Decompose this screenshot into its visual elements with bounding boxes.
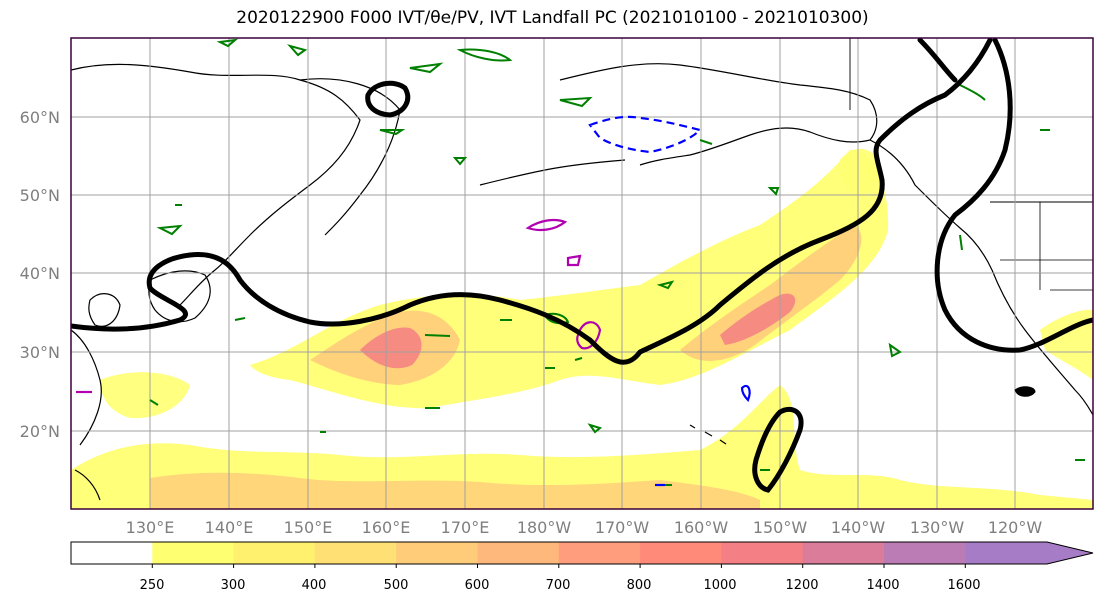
colorbar-segment xyxy=(71,542,153,564)
map-panel xyxy=(70,37,1094,510)
colorbar-tick-label: 400 xyxy=(302,578,327,593)
lon-label: 140°W xyxy=(831,518,886,537)
colorbar-tick-label: 1600 xyxy=(947,578,980,593)
lon-label: 170°W xyxy=(595,518,650,537)
coast-china xyxy=(71,329,102,446)
pv-contours-blue xyxy=(588,115,751,487)
lon-label: 150°W xyxy=(753,518,808,537)
theta-e-loop-hawaii xyxy=(752,406,804,493)
coast-hawaii xyxy=(689,424,727,445)
coast-korea xyxy=(88,293,121,327)
ivt-south-west-patch xyxy=(100,372,190,419)
colorbar-segment xyxy=(396,542,478,564)
ivt-gulf-patch xyxy=(839,148,879,198)
lon-label: 160°E xyxy=(362,518,411,537)
coast-aleutians xyxy=(479,159,626,186)
lat-label-40n: 40°N xyxy=(20,264,60,283)
colorbar-tick-label: 500 xyxy=(384,578,409,593)
lat-label-50n: 50°N xyxy=(20,186,60,205)
ivt-coast-patch xyxy=(1040,309,1093,380)
colorbar-segment xyxy=(558,542,641,564)
ivt-tropical-band-inner xyxy=(150,472,760,509)
colorbar-labels: 250 300 400 500 600 700 800 1000 1200 14… xyxy=(140,578,981,593)
theta-e-blob xyxy=(1014,386,1036,397)
colorbar-segment xyxy=(477,542,560,564)
pv-contours-green xyxy=(149,38,1085,486)
lon-label: 150°E xyxy=(284,518,333,537)
latitude-labels: 60°N 50°N 40°N 30°N 20°N xyxy=(20,108,60,441)
longitude-labels: 130°E 140°E 150°E 160°E 170°E 180°W 170°… xyxy=(126,518,1043,537)
coast-bc xyxy=(869,139,993,271)
colorbar-segment xyxy=(233,542,316,564)
lon-label: 170°E xyxy=(441,518,490,537)
lat-label-60n: 60°N xyxy=(20,108,60,127)
lon-label: 160°W xyxy=(674,518,729,537)
map-title: 2020122900 F000 IVT/θe/PV, IVT Landfall … xyxy=(236,8,869,28)
theta-e-main xyxy=(71,38,993,365)
lon-label: 120°W xyxy=(988,518,1043,537)
colorbar-segment xyxy=(152,542,235,564)
colorbar-tick-label: 1400 xyxy=(866,578,899,593)
lon-label: 180°W xyxy=(517,518,572,537)
lat-label-30n: 30°N xyxy=(20,343,60,362)
ivt-plume-east-mid xyxy=(680,225,862,361)
colorbar-segment xyxy=(640,542,722,564)
coast-us-west xyxy=(991,269,1093,416)
colorbar-tick-label: 600 xyxy=(465,578,490,593)
theta-e-ne-corner xyxy=(917,38,958,83)
colorbar-tick-label: 1200 xyxy=(785,578,818,593)
ivt-tropical-band xyxy=(71,385,1093,509)
coast-alaska xyxy=(559,63,878,166)
coast-kamchatka xyxy=(299,78,401,236)
colorbar: 250 300 400 500 600 700 800 1000 1200 14… xyxy=(70,541,1094,593)
colorbar-segment xyxy=(884,542,966,564)
colorbar-segment xyxy=(802,542,885,564)
lon-label: 130°E xyxy=(126,518,175,537)
lat-label-20n: 20°N xyxy=(20,422,60,441)
coastlines xyxy=(71,38,1093,501)
colorbar-tick-label: 1000 xyxy=(703,578,736,593)
theta-e-east xyxy=(934,38,1093,353)
lon-label: 140°E xyxy=(205,518,254,537)
colorbar-tick-label: 250 xyxy=(140,578,165,593)
colorbar-outline xyxy=(70,541,1094,565)
ivt-plume-west-core xyxy=(360,327,422,369)
colorbar-segment xyxy=(965,542,1093,564)
colorbar-tick-label: 800 xyxy=(627,578,652,593)
theta-e-loop-okhotsk xyxy=(365,80,411,118)
colorbar-segment xyxy=(314,542,397,564)
colorbar-tick-label: 700 xyxy=(546,578,571,593)
lon-label: 130°W xyxy=(910,518,965,537)
coast-philippines xyxy=(74,469,101,501)
map-frame xyxy=(70,37,1094,510)
ivt-plume-east-core xyxy=(720,293,796,345)
colorbar-segments xyxy=(71,542,1093,568)
ivt-shading xyxy=(71,148,1093,509)
colorbar-tick-label: 300 xyxy=(221,578,246,593)
colorbar-segment xyxy=(721,542,804,564)
coast-japan xyxy=(148,270,211,323)
theta-e-contours xyxy=(71,38,1093,493)
